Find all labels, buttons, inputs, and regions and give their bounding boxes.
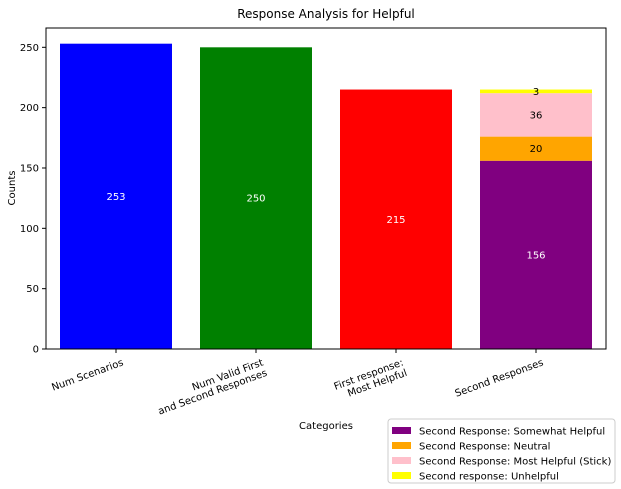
x-tick-label: Num Scenarios [50, 357, 125, 393]
x-tick-label: Second Responses [454, 357, 545, 399]
stacked-bar-data-label: 36 [530, 110, 543, 121]
axes-frame [45, 27, 607, 350]
legend-label: Second Response: Neutral [419, 442, 550, 453]
stacked-bar-data-label: 20 [530, 144, 543, 155]
chart-title: Response Analysis for Helpful [237, 7, 415, 21]
legend-swatch [392, 457, 411, 464]
legend-swatch [392, 472, 411, 479]
bar [60, 43, 172, 350]
y-tick-label: 50 [26, 284, 39, 295]
stacked-bar-data-label: 156 [526, 250, 545, 261]
x-axis-label: Categories [299, 421, 353, 432]
y-tick-label: 250 [20, 43, 39, 54]
y-tick-label: 200 [20, 103, 39, 114]
bar-data-label: 215 [386, 215, 405, 226]
y-tick-label: 100 [20, 224, 39, 235]
stacked-bar-segment [480, 160, 592, 349]
legend-swatch [392, 427, 411, 434]
legend-label: Second response: Unhelpful [419, 472, 559, 483]
plot-area: 0 50 100 150 200 250 253 250 215 156 20 36 3 Num Scen… [20, 27, 607, 418]
legend-frame [387, 418, 616, 484]
bar-data-label: 250 [246, 194, 265, 205]
x-tick-label: First response:Most Helpful [333, 357, 409, 403]
legend-swatch [392, 442, 411, 449]
legend: Second Response: Somewhat Helpful Second … [387, 418, 616, 484]
legend-label: Second Response: Somewhat Helpful [419, 427, 605, 438]
y-tick-label: 0 [33, 345, 39, 356]
y-axis-label: Counts [7, 171, 18, 206]
bar [200, 47, 312, 350]
stacked-bar-data-label: 3 [533, 87, 539, 98]
bar-data-label: 253 [106, 192, 125, 203]
bar [340, 89, 452, 350]
legend-label: Second Response: Most Helpful (Stick) [419, 457, 611, 468]
stacked-bar-segment [480, 89, 592, 94]
stacked-bar-segment [480, 136, 592, 161]
y-tick-label: 150 [20, 163, 39, 174]
x-tick-label: Num Valid Firstand Second Responses [153, 357, 269, 417]
stacked-bar-segment [480, 93, 592, 137]
